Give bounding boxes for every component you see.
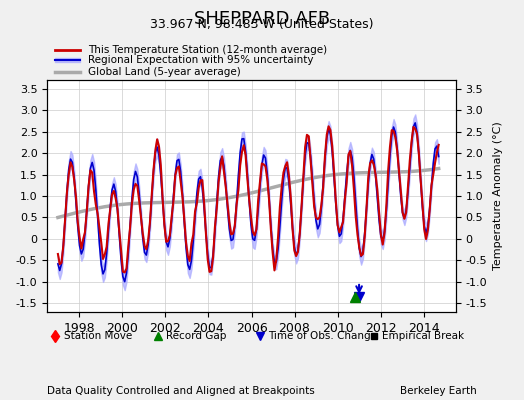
- Text: Station Move: Station Move: [63, 331, 132, 341]
- Y-axis label: Temperature Anomaly (°C): Temperature Anomaly (°C): [493, 122, 503, 270]
- Text: Record Gap: Record Gap: [166, 331, 226, 341]
- Text: Berkeley Earth: Berkeley Earth: [400, 386, 477, 396]
- Text: Data Quality Controlled and Aligned at Breakpoints: Data Quality Controlled and Aligned at B…: [47, 386, 315, 396]
- Text: Empirical Break: Empirical Break: [383, 331, 464, 341]
- Text: Time of Obs. Change: Time of Obs. Change: [268, 331, 377, 341]
- Text: This Temperature Station (12-month average): This Temperature Station (12-month avera…: [88, 45, 327, 55]
- Text: Global Land (5-year average): Global Land (5-year average): [88, 67, 241, 77]
- Text: 33.967 N, 98.483 W (United States): 33.967 N, 98.483 W (United States): [150, 18, 374, 31]
- Text: Regional Expectation with 95% uncertainty: Regional Expectation with 95% uncertaint…: [88, 55, 313, 65]
- Text: SHEPPARD AFB: SHEPPARD AFB: [194, 10, 330, 28]
